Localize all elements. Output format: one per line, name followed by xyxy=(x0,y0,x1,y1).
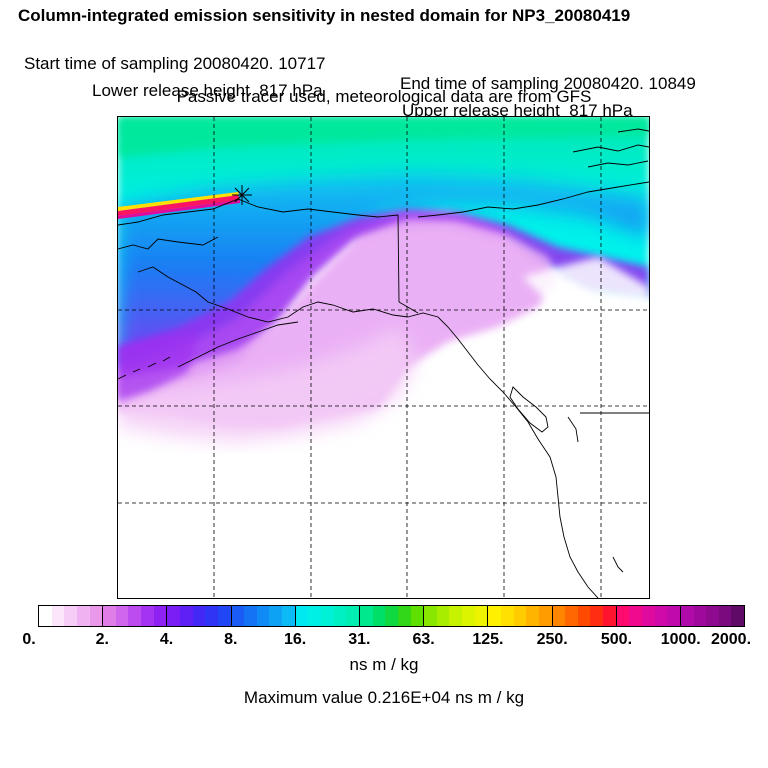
colorbar-swatch xyxy=(231,606,245,626)
sensitivity-field xyxy=(118,117,649,442)
maximum-value-label: Maximum value 0.216E+04 ns m / kg xyxy=(243,688,525,707)
colorbar-interval xyxy=(424,606,489,626)
colorbar-swatch xyxy=(462,606,475,626)
colorbar-swatch xyxy=(372,606,386,626)
colorbar-swatch xyxy=(346,606,359,626)
colorbar-swatch xyxy=(590,606,604,626)
colorbar-swatch xyxy=(128,606,142,626)
units-label: ns m / kg xyxy=(349,655,419,674)
colorbar-swatch xyxy=(629,606,642,626)
colorbar-interval xyxy=(295,606,360,626)
colorbar-swatch xyxy=(654,606,668,626)
colorbar-interval xyxy=(359,606,425,626)
colorbar-swatch xyxy=(180,606,193,626)
colorbar-tick-label: 8. xyxy=(224,631,238,648)
colorbar-swatch xyxy=(282,606,295,626)
page-title: Column-integrated emission sensitivity i… xyxy=(18,6,631,25)
colorbar-swatch xyxy=(500,606,514,626)
colorbar-swatch xyxy=(474,606,488,626)
colorbar-swatch xyxy=(51,606,65,626)
lower-release-height-label: Lower release height 817 hPa xyxy=(92,81,323,100)
colorbar-swatch xyxy=(321,606,334,626)
colorbar-tick-label: 125. xyxy=(472,631,504,648)
colorbar-interval xyxy=(39,606,104,626)
colorbar-swatch xyxy=(167,606,181,626)
colorbar-tick-label: 31. xyxy=(348,631,371,648)
colorbar-swatch xyxy=(64,606,77,626)
colorbar-swatch xyxy=(205,606,218,626)
colorbar-interval xyxy=(680,606,745,626)
colorbar-swatch xyxy=(706,606,719,626)
colorbar-swatch xyxy=(577,606,591,626)
colorbar-swatch xyxy=(641,606,655,626)
colorbar-swatch xyxy=(513,606,527,626)
colorbar-tick-label: 2000. xyxy=(710,631,752,648)
colorbar-swatch xyxy=(256,606,270,626)
colorbar-swatch xyxy=(295,606,309,626)
colorbar-interval xyxy=(488,606,553,626)
colorbar-swatch xyxy=(436,606,450,626)
release-location-star xyxy=(232,185,252,205)
colorbar-swatch xyxy=(667,606,680,626)
colorbar-swatch xyxy=(526,606,539,626)
colorbar-swatch xyxy=(89,606,103,626)
colorbar-swatch xyxy=(680,606,694,626)
release-heights-row: Lower release height 817 hPa Upper relea… xyxy=(0,61,768,120)
colorbar-swatch xyxy=(192,606,206,626)
colorbar-swatch xyxy=(269,606,283,626)
emission-sensitivity-map xyxy=(118,117,649,598)
colorbar-swatch xyxy=(397,606,411,626)
sampling-times-row: Start time of sampling 20080420. 10717 E… xyxy=(0,34,768,93)
colorbar-interval xyxy=(103,606,168,626)
colorbar-tick-label: 250. xyxy=(536,631,568,648)
start-time-label: Start time of sampling 20080420. 10717 xyxy=(24,54,326,73)
colorbar-swatch xyxy=(217,606,231,626)
upper-release-height-label: Upper release height 817 hPa xyxy=(402,101,633,120)
colorbar-swatch xyxy=(565,606,578,626)
colorbar-swatch xyxy=(153,606,167,626)
tracer-note: Passive tracer used, meteorological data… xyxy=(176,87,592,106)
colorbar-swatch xyxy=(141,606,154,626)
colorbar xyxy=(38,605,745,627)
colorbar-interval xyxy=(616,606,681,626)
map-panel xyxy=(117,116,650,599)
end-time-label: End time of sampling 20080420. 10849 xyxy=(400,74,696,93)
colorbar-tick-label: 63. xyxy=(412,631,435,648)
colorbar-interval xyxy=(552,606,617,626)
colorbar-swatch xyxy=(449,606,463,626)
colorbar-swatch xyxy=(603,606,616,626)
colorbar-swatch xyxy=(410,606,424,626)
colorbar-swatch xyxy=(244,606,257,626)
colorbar-swatch xyxy=(693,606,707,626)
colorbar-swatch xyxy=(424,606,437,626)
colorbar-swatch xyxy=(308,606,322,626)
colorbar-swatch xyxy=(115,606,129,626)
colorbar-tick-label: 1000. xyxy=(660,631,701,648)
colorbar-interval xyxy=(167,606,232,626)
colorbar-swatch xyxy=(488,606,501,626)
colorbar-swatch xyxy=(333,606,347,626)
colorbar-swatch xyxy=(731,606,745,626)
political-borders xyxy=(397,214,649,414)
colorbar-swatch xyxy=(718,606,732,626)
colorbar-swatch xyxy=(103,606,116,626)
colorbar-swatch xyxy=(76,606,90,626)
colorbar-tick-label: 2. xyxy=(95,631,109,648)
colorbar-interval xyxy=(231,606,296,626)
colorbar-swatch xyxy=(39,606,52,626)
colorbar-swatch xyxy=(616,606,630,626)
colorbar-tick-label: 16. xyxy=(283,631,307,648)
coastlines xyxy=(118,128,649,598)
colorbar-swatch xyxy=(538,606,552,626)
colorbar-tick-label: 0. xyxy=(22,631,36,648)
colorbar-swatch xyxy=(385,606,398,626)
lat-lon-grid xyxy=(118,117,649,598)
colorbar-tick-label: 500. xyxy=(600,631,633,648)
colorbar-swatch xyxy=(359,606,373,626)
colorbar-tick-label: 4. xyxy=(159,631,174,648)
colorbar-swatch xyxy=(552,606,566,626)
